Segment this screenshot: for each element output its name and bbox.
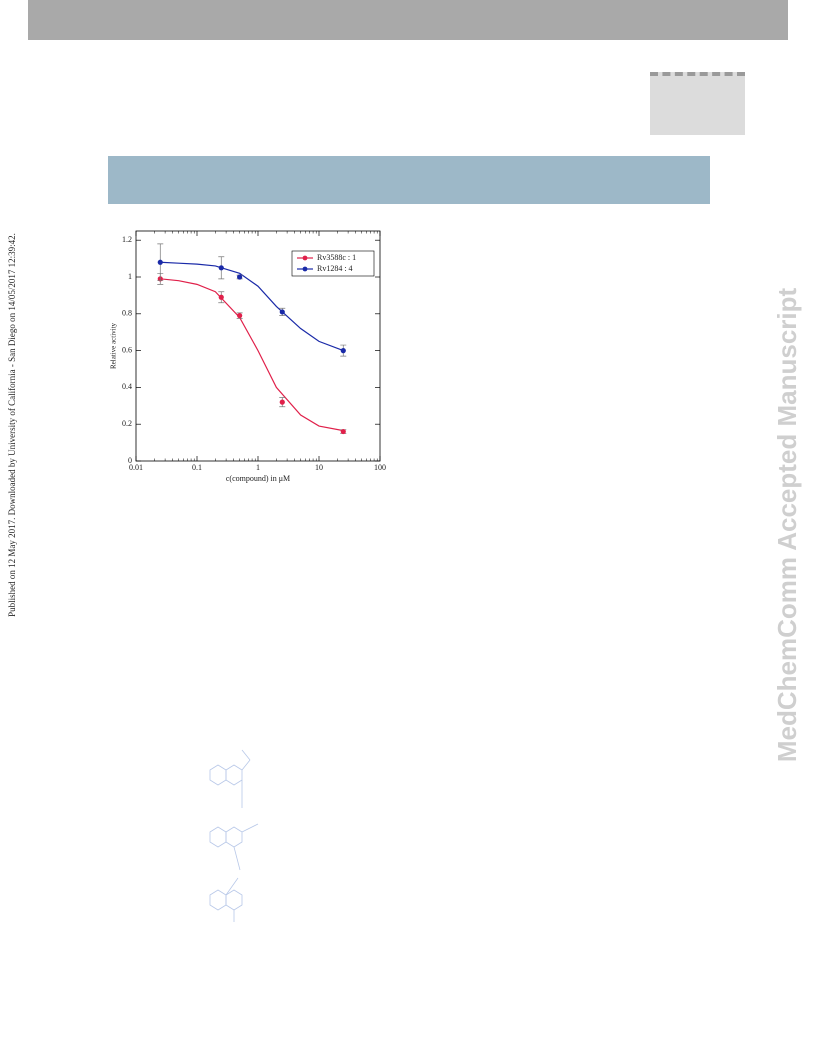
x-tick-label: 1 (256, 463, 260, 472)
legend-marker (302, 255, 308, 261)
fit-curve (160, 261, 344, 352)
data-point (340, 348, 346, 354)
legend-box (291, 250, 375, 277)
y-axis-label: Relative activity (110, 322, 118, 369)
watermark: MedChemComm Accepted Manuscript (772, 287, 802, 762)
y-tick-label: 0 (128, 456, 132, 465)
y-tick-label: 0.6 (122, 345, 132, 354)
legend-label: Rv3588c : 1 (317, 253, 356, 262)
x-tick-label: 0.1 (192, 463, 202, 472)
y-tick-label: 0.4 (122, 382, 132, 391)
legend-label: Rv1284 : 4 (317, 264, 353, 273)
legend-marker (302, 266, 308, 272)
data-point (279, 309, 285, 315)
y-tick-label: 1 (128, 272, 132, 281)
title-band (108, 156, 710, 204)
header-bar (28, 0, 788, 40)
chart: 0 0.2 0.4 0.6 0.8 1 1.2 0.01 0.1 1 10 100 c(compound… (110, 230, 386, 483)
structure-drawing (209, 749, 259, 922)
data-point (218, 265, 224, 271)
y-tick-label: 0.8 (122, 309, 132, 318)
cover-thumbnail (650, 72, 745, 135)
data-point (157, 259, 163, 265)
side-note: Published on 12 May 2017. Downloaded by … (7, 233, 17, 617)
y-tick-label: 0.2 (122, 419, 132, 428)
y-tick-label: 1.2 (122, 235, 132, 244)
fit-curve (160, 278, 344, 432)
x-tick-label: 10 (315, 463, 323, 472)
data-point (237, 274, 243, 280)
data-point (279, 399, 285, 405)
x-tick-label: 100 (374, 463, 386, 472)
data-point (237, 313, 243, 319)
x-tick-label: 0.01 (129, 463, 143, 472)
data-point (340, 428, 346, 435)
data-point (218, 294, 224, 300)
x-axis-label: c(compound) in μM (226, 474, 290, 483)
